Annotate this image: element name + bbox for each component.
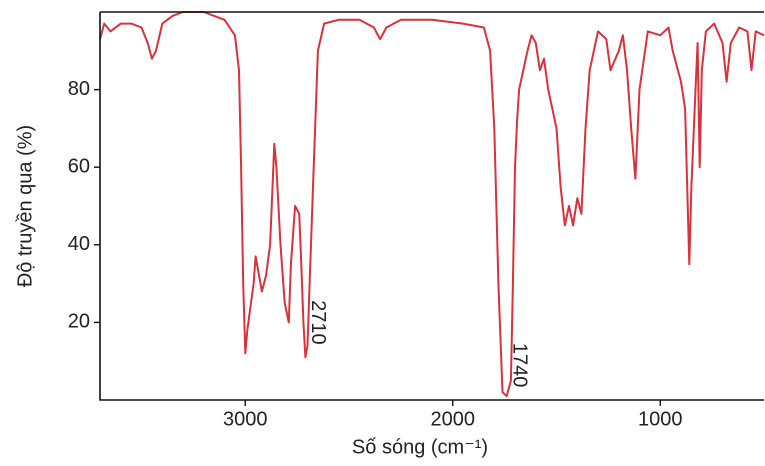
y-tick-label: 80 (68, 78, 90, 100)
x-tick-label: 2000 (431, 408, 476, 430)
annotation: 1740 (508, 343, 530, 388)
spectrum-line (99, 11, 765, 398)
plot-frame (99, 11, 764, 401)
x-axis-label: Số sóng (cm⁻¹) (352, 436, 488, 458)
y-tick-label: 60 (68, 155, 90, 177)
annotation: 2710 (307, 300, 329, 345)
y-tick-label: 40 (68, 233, 90, 255)
x-tick-label: 3000 (223, 408, 268, 430)
x-tick-label: 1000 (638, 408, 683, 430)
y-tick-label: 20 (68, 311, 90, 333)
y-axis-label: Độ truyền qua (%) (14, 125, 36, 287)
